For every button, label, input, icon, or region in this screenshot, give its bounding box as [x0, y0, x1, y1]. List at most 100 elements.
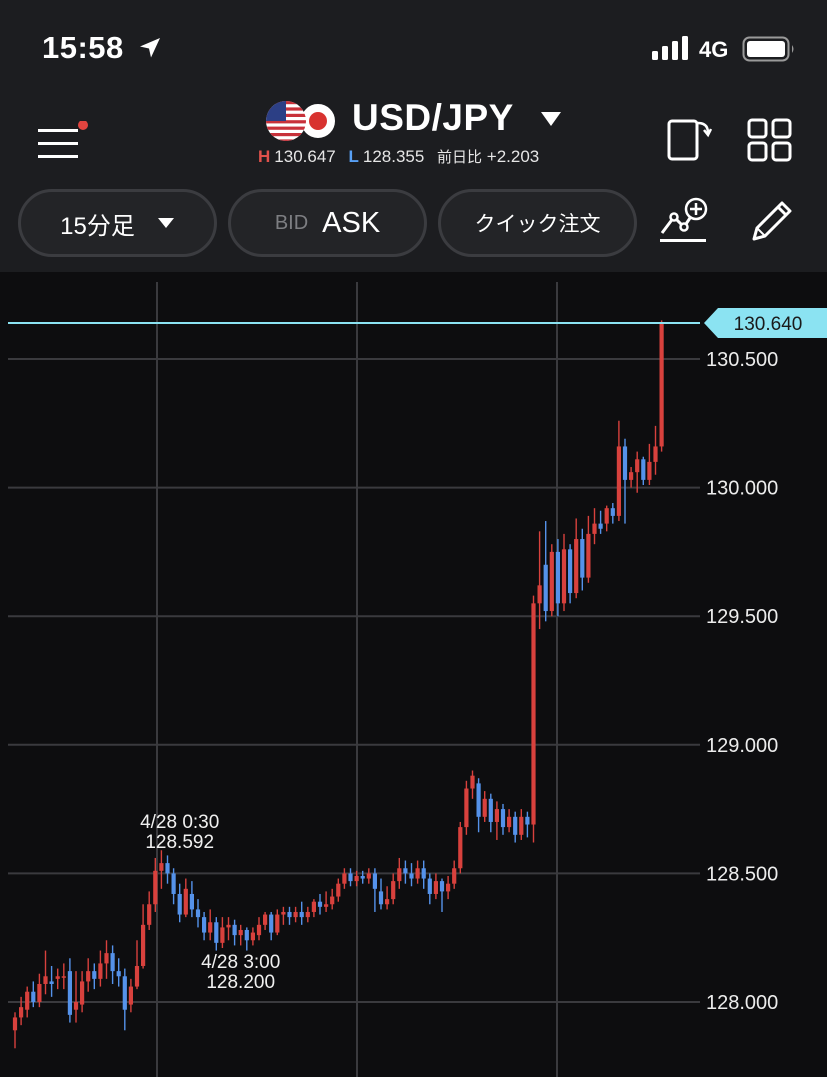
- candle: [256, 917, 262, 941]
- chevron-down-icon[interactable]: [540, 111, 562, 127]
- candle: [25, 986, 30, 1018]
- candle: [263, 911, 268, 930]
- candle: [342, 868, 347, 889]
- candle-body: [568, 549, 573, 594]
- y-tick-label: 128.500: [706, 863, 778, 885]
- candle: [104, 940, 109, 979]
- high-value: 130.647: [274, 147, 336, 166]
- candle: [488, 793, 493, 833]
- candle-body: [391, 881, 396, 900]
- candle: [372, 868, 377, 912]
- candle: [531, 595, 536, 843]
- candle: [415, 860, 420, 884]
- candle: [354, 870, 359, 887]
- candle-body: [73, 1002, 79, 1010]
- candle: [269, 911, 274, 941]
- timeframe-selector[interactable]: 15分足: [18, 189, 217, 257]
- rotate-screen-icon[interactable]: [664, 117, 712, 163]
- candle-body: [598, 523, 603, 529]
- candle-body: [177, 893, 182, 915]
- candle-body: [653, 446, 658, 462]
- bid-ask-toggle[interactable]: BID ASK: [228, 189, 427, 257]
- candle: [348, 868, 353, 887]
- candle: [37, 973, 42, 1008]
- candle: [122, 968, 127, 1031]
- candle-body: [275, 914, 280, 933]
- candle: [360, 870, 365, 884]
- candle-body: [513, 816, 518, 835]
- candle-body: [299, 911, 304, 918]
- bid-option[interactable]: BID: [274, 211, 309, 234]
- candle: [244, 927, 249, 951]
- currency-flags: [266, 101, 337, 141]
- candle: [610, 503, 615, 524]
- candle-body: [555, 551, 560, 604]
- candle: [317, 893, 323, 915]
- quick-order-button[interactable]: クイック注文: [438, 189, 637, 257]
- candle: [61, 963, 66, 990]
- notification-dot: [78, 121, 88, 130]
- candle-body: [317, 901, 323, 907]
- timeframe-label: 15分足: [60, 212, 135, 240]
- candle: [208, 909, 213, 941]
- candle-body: [110, 953, 115, 972]
- candle-body: [433, 881, 438, 894]
- candle: [171, 868, 176, 905]
- candle: [470, 770, 475, 799]
- candle: [275, 909, 280, 936]
- hamburger-menu-icon[interactable]: [36, 121, 92, 161]
- candle-body: [586, 533, 591, 578]
- candle: [403, 860, 408, 884]
- candle-body: [324, 904, 329, 907]
- annotation-high-price: 128.592: [145, 832, 214, 853]
- candle: [238, 924, 243, 946]
- chart-canvas[interactable]: 130.500 130.000 129.500 129.000 128.500 128.0…: [0, 272, 827, 1077]
- candle: [433, 873, 438, 900]
- candle-body: [403, 868, 408, 874]
- candle-body: [531, 603, 536, 825]
- candle: [281, 906, 286, 925]
- candle: [147, 891, 152, 930]
- chart-header: USD/JPY H 130.647 L 128.355 前日比 +2.203 15分…: [0, 95, 827, 272]
- grid-layout-icon[interactable]: [746, 117, 794, 163]
- candle: [153, 857, 158, 912]
- candle-body: [507, 816, 512, 828]
- annotations: 4/28 0:30 128.592 4/28 3:00 128.200: [140, 812, 280, 993]
- candle-body: [195, 909, 201, 918]
- add-indicator-icon[interactable]: [656, 195, 712, 247]
- candle: [494, 801, 499, 840]
- candle-body: [342, 873, 347, 884]
- y-tick-label: 130.000: [706, 478, 778, 500]
- candle-body: [580, 539, 585, 578]
- candle-body: [128, 986, 133, 1005]
- candle: [561, 533, 567, 612]
- pencil-icon[interactable]: [744, 195, 798, 247]
- candle-body: [220, 927, 225, 943]
- candle-body: [80, 981, 85, 1005]
- candle-body: [134, 965, 140, 987]
- candle: [409, 863, 414, 887]
- candle: [507, 809, 512, 833]
- candle-body: [476, 783, 481, 817]
- candlestick-chart[interactable]: 130.500 130.000 129.500 129.000 128.500 128.0…: [0, 272, 827, 1077]
- candle-body: [647, 461, 652, 480]
- candle-body: [543, 564, 548, 612]
- candle: [452, 860, 457, 889]
- candle-body: [55, 976, 60, 979]
- candle-body: [244, 929, 249, 941]
- candle-body: [116, 971, 121, 977]
- candle-body: [561, 549, 567, 604]
- low-label: L: [348, 147, 359, 166]
- change-value: +2.203: [486, 147, 540, 166]
- candle: [250, 927, 255, 946]
- candle: [293, 906, 298, 923]
- currency-pair-title[interactable]: USD/JPY: [352, 97, 514, 138]
- candle: [439, 878, 445, 912]
- signal-bars-icon: [652, 36, 688, 60]
- candle: [19, 996, 24, 1026]
- candles: [12, 320, 664, 1049]
- ask-option[interactable]: ASK: [322, 206, 381, 239]
- grid-horizontal: [8, 358, 700, 1003]
- candle: [324, 891, 329, 912]
- y-tick-label: 129.500: [706, 606, 778, 628]
